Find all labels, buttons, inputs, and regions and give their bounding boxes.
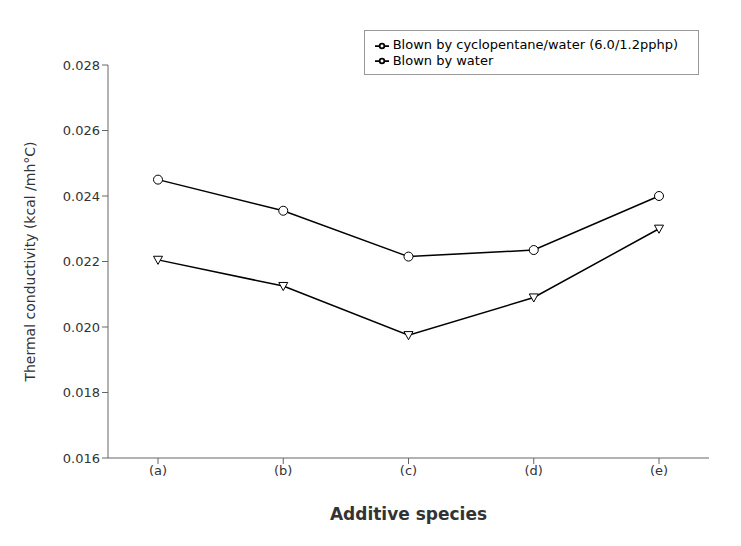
svg-text:0.024: 0.024 <box>63 189 100 204</box>
svg-text:0.028: 0.028 <box>63 58 100 73</box>
svg-text:0.020: 0.020 <box>63 320 100 335</box>
svg-text:Additive species: Additive species <box>330 504 487 524</box>
svg-text:(c): (c) <box>400 463 417 478</box>
svg-text:0.016: 0.016 <box>63 451 100 466</box>
svg-text:0.026: 0.026 <box>63 123 100 138</box>
svg-text:(d): (d) <box>525 463 543 478</box>
svg-text:Thermal conductivity (kcal /mh: Thermal conductivity (kcal /mh°C) <box>22 141 38 382</box>
svg-text:0.018: 0.018 <box>63 385 100 400</box>
html-text:Blown by cyclopentane/water (6: Blown by cyclopentane/water (6.0/1.2pphp… <box>392 37 678 52</box>
html-text:Blown by water: Blown by water <box>392 52 494 68</box>
svg-text:(b): (b) <box>274 463 292 478</box>
svg-text:0.022: 0.022 <box>63 254 100 269</box>
svg-text:(a): (a) <box>149 463 167 478</box>
svg-text:(e): (e) <box>650 463 668 478</box>
